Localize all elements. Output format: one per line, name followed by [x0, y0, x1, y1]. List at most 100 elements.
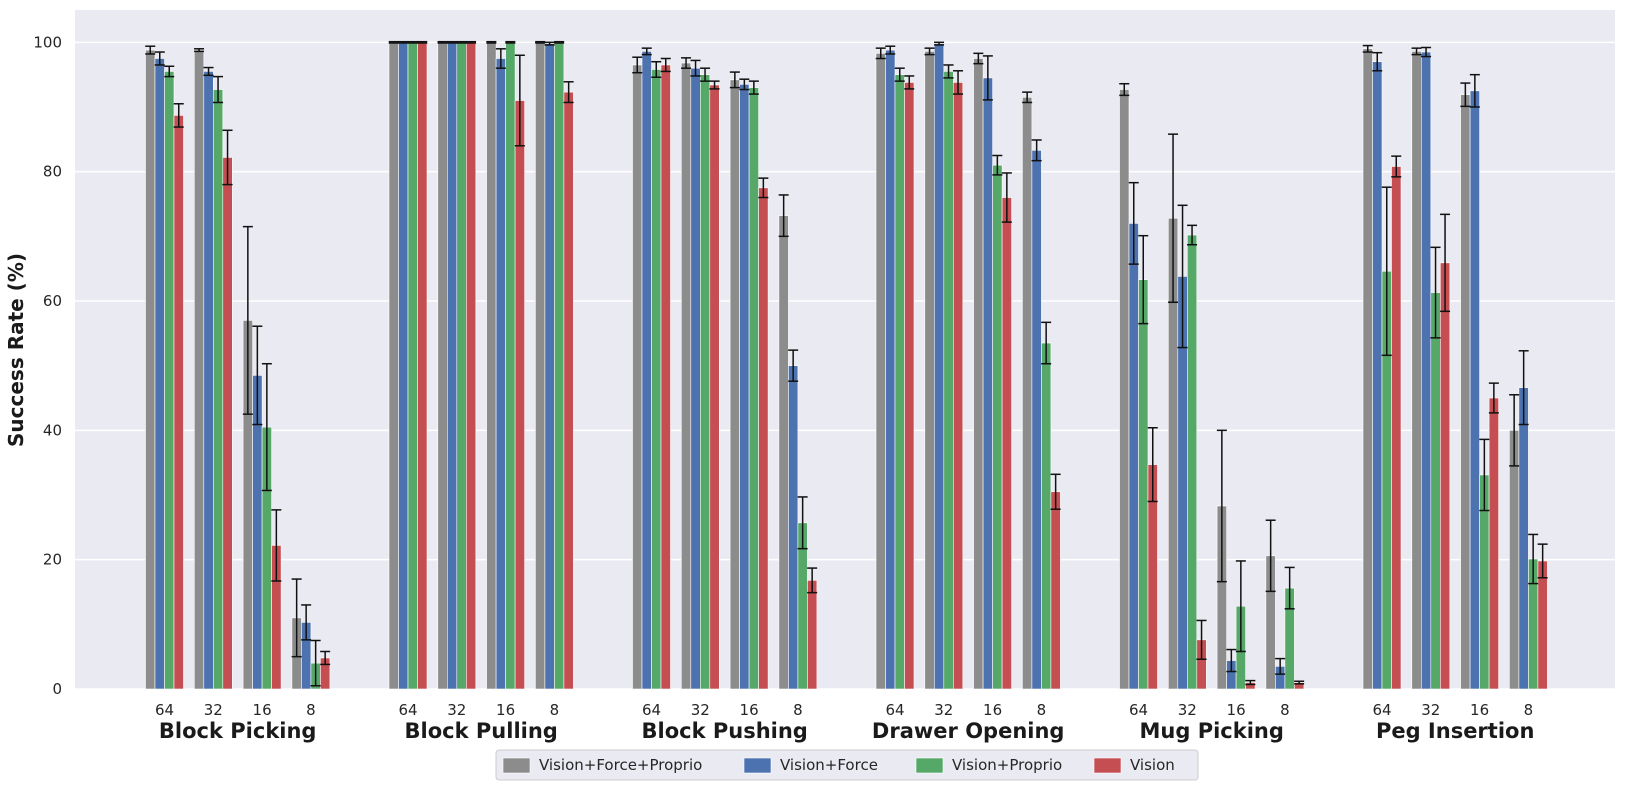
x-tick-label-0-1: 32 [204, 701, 223, 719]
bar-4-0-1 [1128, 223, 1139, 690]
bar-0-0-0 [145, 49, 156, 690]
bar-0-0-3 [173, 115, 184, 690]
legend-label-1: Vision+Force [780, 756, 878, 774]
x-tick-label-2-2: 16 [740, 701, 759, 719]
group-label-0: Block Picking [159, 719, 317, 743]
bar-1-2-0 [486, 42, 497, 690]
error-bar-5-0-3 [1391, 155, 1402, 178]
bar-1-0-0 [388, 42, 399, 690]
error-bar-0-0-1 [154, 51, 165, 66]
x-tick-label-0-3: 8 [306, 701, 316, 719]
error-bar-1-1-0 [437, 40, 448, 44]
error-bar-3-1-3 [953, 70, 964, 95]
error-bar-5-3-2 [1528, 533, 1539, 585]
error-bar-1-2-1 [495, 48, 506, 69]
x-tick-label-1-3: 8 [550, 701, 560, 719]
error-bar-2-3-2 [797, 496, 808, 550]
error-bar-0-3-1 [301, 604, 312, 641]
y-tick-label-0: 0 [52, 680, 62, 698]
error-bar-1-0-0 [388, 40, 399, 44]
bar-2-0-1 [641, 51, 652, 690]
error-bar-2-1-3 [709, 80, 720, 90]
x-tick-label-1-0: 64 [398, 701, 417, 719]
bar-5-2-1 [1469, 90, 1480, 690]
x-tick-label-3-0: 64 [885, 701, 904, 719]
bar-0-1-0 [194, 49, 205, 690]
bar-3-1-2 [943, 71, 954, 690]
bar-3-2-1 [982, 77, 993, 690]
error-bar-5-0-2 [1381, 186, 1392, 357]
x-tick-label-4-2: 16 [1227, 701, 1246, 719]
bar-2-3-1 [788, 365, 799, 690]
x-tick-label-0-2: 16 [253, 701, 272, 719]
error-bar-3-2-2 [992, 154, 1003, 176]
legend: Vision+Force+Proprio Vision+Force Vision+P… [495, 749, 1199, 781]
error-bar-1-0-3 [417, 40, 428, 44]
error-bar-2-2-1 [739, 78, 750, 91]
error-bar-0-2-1 [252, 325, 263, 426]
y-tick-label-20: 20 [43, 551, 62, 569]
y-tick-label-80: 80 [43, 163, 62, 181]
bar-2-1-1 [690, 67, 701, 690]
error-bar-1-1-3 [466, 40, 477, 44]
bar-4-0-0 [1119, 89, 1130, 690]
error-bar-4-1-0 [1168, 133, 1179, 304]
error-bar-3-3-0 [1022, 91, 1033, 104]
group-label-5: Peg Insertion [1376, 719, 1534, 743]
error-bar-4-2-2 [1235, 560, 1246, 653]
error-bar-2-1-1 [690, 59, 701, 77]
error-bar-5-1-0 [1411, 47, 1422, 56]
error-bar-4-0-0 [1119, 82, 1130, 97]
bar-2-0-3 [660, 64, 671, 690]
group-label-2: Block Pushing [642, 719, 808, 743]
error-bar-0-0-3 [173, 103, 184, 128]
error-bar-5-2-2 [1479, 438, 1490, 512]
error-bar-4-1-1 [1177, 204, 1188, 349]
legend-swatch-1 [743, 757, 772, 774]
bar-5-3-0 [1509, 430, 1520, 690]
error-bar-5-3-0 [1509, 394, 1520, 467]
bar-0-1-3 [222, 157, 233, 690]
bar-2-1-0 [680, 62, 692, 690]
y-tick-label-100: 100 [33, 33, 62, 51]
error-bar-4-3-3 [1294, 680, 1305, 685]
bar-3-1-1 [933, 43, 945, 690]
bar-2-3-0 [778, 215, 789, 690]
error-bar-0-1-2 [213, 75, 224, 104]
error-bar-0-3-2 [310, 639, 321, 687]
error-bar-4-3-2 [1284, 566, 1295, 610]
x-tick-labels: 64 32 16 8 64 32 16 8 64 32 16 8 64 32 16 8 64 32 16 8 64 32 1… [155, 701, 1533, 719]
bar-2-0-2 [651, 69, 662, 690]
bar-1-3-1 [544, 43, 555, 690]
bar-5-1-0 [1411, 51, 1422, 690]
error-bar-0-0-2 [164, 65, 175, 78]
error-bar-2-2-0 [729, 71, 740, 89]
error-bar-1-1-1 [447, 40, 458, 44]
bar-1-0-1 [398, 42, 409, 690]
y-tick-labels: 0 20 40 60 80 100 [33, 33, 62, 698]
error-bar-2-0-1 [641, 47, 652, 56]
x-tick-label-4-1: 32 [1178, 701, 1197, 719]
legend-swatch-0 [502, 757, 531, 774]
bar-4-0-2 [1138, 279, 1149, 690]
x-tick-label-1-2: 16 [496, 701, 515, 719]
bar-5-0-3 [1391, 166, 1402, 690]
bar-3-3-0 [1022, 97, 1033, 690]
error-bar-2-3-3 [807, 567, 818, 594]
bar-1-3-2 [554, 42, 565, 690]
x-tick-label-3-2: 16 [983, 701, 1002, 719]
bar-5-0-1 [1372, 61, 1383, 690]
error-bar-1-2-3 [514, 54, 525, 147]
error-bar-4-2-3 [1245, 679, 1256, 686]
error-bar-0-1-0 [194, 48, 205, 53]
error-bar-3-0-3 [904, 75, 915, 90]
error-bar-5-3-1 [1518, 350, 1529, 426]
bar-2-2-1 [739, 84, 750, 690]
bar-1-0-3 [417, 42, 428, 690]
group-label-4: Mug Picking [1140, 719, 1284, 743]
error-bar-0-2-3 [271, 509, 282, 582]
error-bars [145, 40, 1548, 687]
bar-5-2-3 [1488, 397, 1499, 690]
error-bar-2-1-0 [681, 57, 692, 69]
bar-4-1-2 [1187, 234, 1198, 690]
